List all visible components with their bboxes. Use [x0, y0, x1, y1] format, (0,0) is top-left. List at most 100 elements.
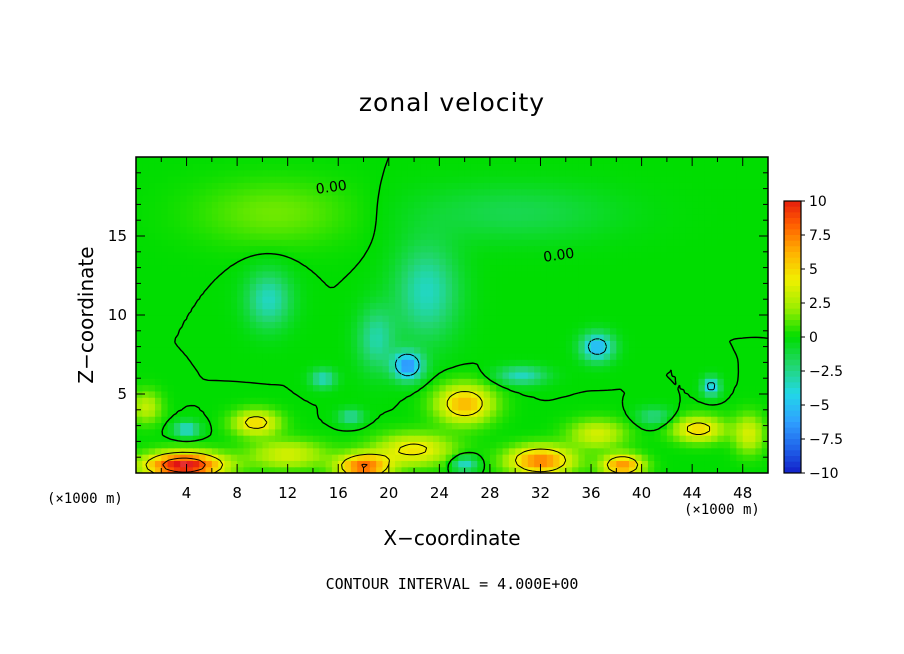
field-cell	[610, 321, 617, 329]
field-cell	[755, 327, 763, 335]
field-cell	[319, 220, 327, 228]
field-cell	[173, 384, 181, 392]
field-cell	[376, 213, 384, 221]
field-cell	[483, 333, 491, 341]
field-cell	[685, 188, 693, 196]
field-cell	[534, 258, 542, 266]
field-cell	[224, 441, 232, 449]
field-cell	[730, 207, 737, 215]
field-cell	[736, 175, 744, 183]
field-cell	[363, 270, 371, 278]
field-cell	[647, 333, 655, 341]
field-cell	[685, 270, 693, 278]
field-cell	[717, 283, 725, 291]
field-cell	[312, 163, 320, 171]
field-cell	[192, 416, 200, 424]
field-cell	[730, 296, 737, 303]
field-cell	[211, 371, 219, 379]
field-cell	[470, 194, 478, 202]
field-cell	[407, 460, 415, 468]
field-cell	[230, 315, 238, 322]
field-cell	[679, 182, 687, 190]
field-cell	[553, 163, 561, 171]
field-cell	[388, 251, 396, 259]
field-cell	[591, 213, 598, 221]
field-cell	[199, 201, 207, 209]
field-cell	[603, 390, 611, 398]
field-cell	[192, 447, 200, 455]
field-cell	[262, 289, 270, 297]
field-cell	[673, 340, 681, 348]
field-cell	[736, 169, 744, 177]
field-cell	[192, 245, 200, 253]
field-cell	[546, 384, 554, 392]
field-cell	[312, 378, 320, 386]
field-cell	[685, 460, 693, 468]
field-cell	[654, 315, 662, 322]
field-cell	[275, 194, 282, 202]
field-cell	[148, 371, 156, 379]
field-cell	[287, 441, 295, 449]
field-cell	[243, 435, 251, 442]
field-cell	[230, 169, 238, 177]
field-cell	[730, 460, 737, 468]
field-cell	[483, 352, 491, 360]
field-cell	[711, 416, 719, 424]
field-cell	[256, 371, 263, 379]
field-cell	[211, 333, 219, 341]
field-cell	[610, 182, 617, 190]
field-cell	[736, 188, 744, 196]
field-cell	[470, 232, 478, 240]
field-cell	[603, 163, 611, 171]
field-cell	[287, 194, 295, 202]
field-cell	[256, 270, 263, 278]
field-cell	[262, 352, 270, 360]
field-cell	[445, 340, 453, 348]
field-cell	[470, 251, 478, 259]
field-cell	[154, 182, 162, 190]
field-cell	[173, 157, 181, 164]
field-cell	[610, 169, 617, 177]
field-cell	[597, 207, 605, 215]
field-cell	[559, 333, 567, 341]
field-cell	[275, 340, 282, 348]
field-cell	[685, 352, 693, 360]
field-cell	[167, 213, 175, 221]
field-cell	[622, 466, 630, 473]
field-cell	[761, 163, 768, 171]
field-cell	[249, 435, 257, 442]
field-cell	[426, 163, 434, 171]
field-cell	[685, 409, 693, 417]
field-cell	[489, 435, 497, 442]
field-cell	[154, 169, 162, 177]
field-cell	[628, 308, 636, 316]
field-cell	[508, 302, 516, 310]
field-cell	[572, 327, 579, 335]
field-cell	[534, 460, 542, 468]
field-cell	[597, 182, 605, 190]
field-cell	[559, 226, 567, 234]
field-cell	[654, 226, 662, 234]
field-cell	[376, 296, 384, 303]
field-cell	[489, 270, 497, 278]
field-cell	[666, 454, 674, 461]
field-cell	[180, 308, 188, 316]
field-cell	[534, 384, 542, 392]
field-cell	[717, 289, 725, 297]
field-cell	[730, 157, 737, 164]
field-cell	[426, 321, 434, 329]
field-cell	[660, 371, 668, 379]
field-cell	[325, 390, 333, 398]
field-cell	[338, 397, 346, 405]
field-cell	[230, 340, 238, 348]
field-cell	[458, 302, 466, 310]
field-cell	[199, 346, 207, 354]
field-cell	[344, 371, 352, 379]
field-cell	[496, 346, 504, 354]
field-cell	[376, 194, 384, 202]
field-cell	[382, 403, 390, 411]
field-cell	[730, 264, 737, 272]
field-cell	[243, 390, 251, 398]
field-cell	[534, 302, 542, 310]
field-cell	[205, 277, 213, 284]
